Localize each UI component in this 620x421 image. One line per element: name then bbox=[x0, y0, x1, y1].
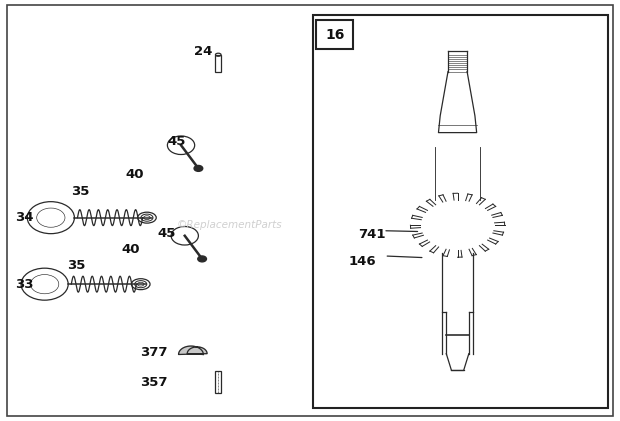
Text: 146: 146 bbox=[349, 255, 376, 267]
Text: 33: 33 bbox=[16, 278, 34, 290]
Text: 741: 741 bbox=[358, 229, 386, 241]
Bar bbox=[215, 371, 221, 393]
Text: 40: 40 bbox=[126, 168, 144, 181]
Text: ©ReplacementParts: ©ReplacementParts bbox=[177, 220, 282, 230]
Text: 377: 377 bbox=[140, 346, 167, 359]
Bar bbox=[313, 15, 608, 408]
Bar bbox=[216, 55, 221, 72]
Text: 45: 45 bbox=[157, 227, 175, 240]
Text: 34: 34 bbox=[16, 211, 34, 224]
Text: 35: 35 bbox=[67, 259, 86, 272]
Circle shape bbox=[198, 256, 206, 262]
Text: 16: 16 bbox=[325, 27, 345, 42]
Text: 45: 45 bbox=[167, 135, 186, 147]
Text: 40: 40 bbox=[121, 243, 140, 256]
Text: 357: 357 bbox=[140, 376, 167, 389]
Polygon shape bbox=[179, 346, 207, 354]
Circle shape bbox=[194, 165, 203, 171]
Bar bbox=[316, 20, 353, 49]
Text: 24: 24 bbox=[194, 45, 213, 58]
Text: 35: 35 bbox=[71, 185, 90, 198]
